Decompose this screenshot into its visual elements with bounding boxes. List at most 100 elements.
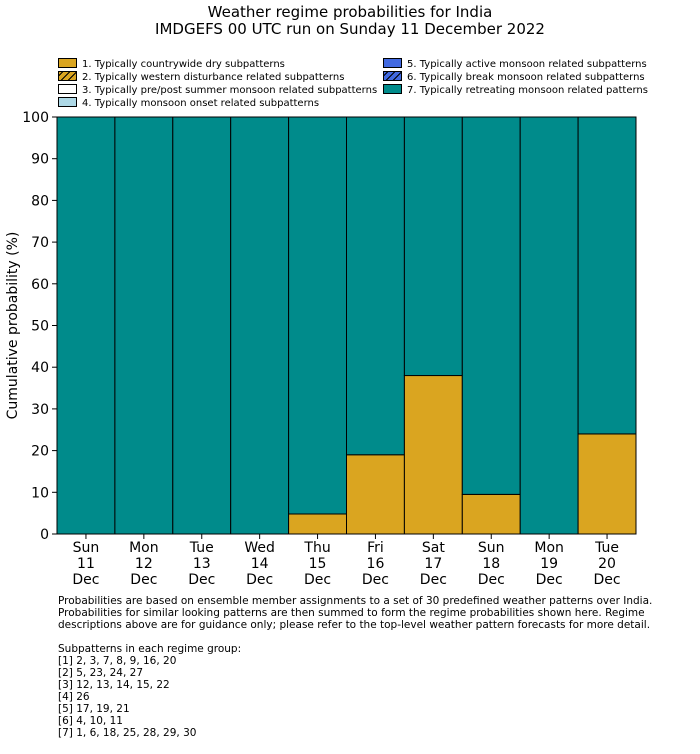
legend-label: 6. Typically break monsoon related subpa…	[407, 72, 645, 83]
footnote-line: Probabilities are based on ensemble memb…	[58, 595, 653, 607]
legend-item: 2. Typically western disturbance related…	[58, 71, 345, 84]
x-tick-label-line: Sun	[73, 540, 100, 556]
legend-item: 5. Typically active monsoon related subp…	[383, 58, 647, 71]
footnote-line: [1] 2, 3, 7, 8, 9, 16, 20	[58, 655, 177, 667]
bar-segment	[403, 116, 463, 377]
y-tick-label: 0	[40, 527, 49, 543]
bar-segment	[56, 116, 116, 535]
y-tick-label: 20	[31, 444, 49, 460]
x-tick-label-line: Dec	[536, 572, 563, 588]
footnote-line: descriptions above are for guidance only…	[58, 619, 651, 631]
y-tick-label: 50	[31, 319, 49, 335]
x-tick-label-line: Wed	[244, 540, 275, 556]
footnote-line: Subpatterns in each regime group:	[58, 643, 242, 655]
bar-segment	[346, 454, 405, 535]
legend-swatch	[58, 71, 77, 81]
x-tick-label: Sun 11 Dec	[72, 540, 99, 588]
y-tick-label: 30	[31, 402, 49, 418]
x-tick-label-line: 18	[482, 556, 500, 572]
x-tick-label: Sat 17 Dec	[420, 540, 447, 588]
x-tick-label: Wed 14 Dec	[244, 540, 275, 588]
x-tick-label-line: 19	[540, 556, 558, 572]
x-tick-label-line: Dec	[304, 572, 331, 588]
y-tick-label: 80	[31, 193, 49, 209]
x-tick-label-line: 14	[251, 556, 269, 572]
x-tick-label: Fri 16 Dec	[362, 540, 389, 588]
bar-segment	[288, 513, 348, 535]
x-tick-label-line: Thu	[303, 540, 330, 556]
x-tick-label-line: Fri	[367, 540, 384, 556]
bar-segment	[519, 116, 579, 535]
legend-swatch	[58, 84, 77, 94]
x-tick-label: Tue 20 Dec	[594, 540, 621, 588]
y-tick-label: 100	[22, 110, 49, 126]
footnote-line: [3] 12, 13, 14, 15, 22	[58, 679, 170, 691]
x-tick-label-line: Dec	[362, 572, 389, 588]
x-tick-label-line: Tue	[189, 540, 214, 556]
x-tick-label-line: Dec	[246, 572, 273, 588]
legend-label: 2. Typically western disturbance related…	[82, 72, 345, 83]
y-tick-label: 60	[31, 277, 49, 293]
bar-segment	[230, 116, 290, 535]
legend-item: 3. Typically pre/post summer monsoon rel…	[58, 84, 378, 97]
footnote-line: [2] 5, 23, 24, 27	[58, 667, 143, 679]
x-tick-label-line: Dec	[130, 572, 157, 588]
x-tick-label-line: 16	[367, 556, 385, 572]
footnote-line: [4] 26	[58, 691, 90, 703]
legend-label: 7. Typically retreating monsoon related …	[407, 85, 648, 96]
x-tick-label-line: Sat	[422, 540, 445, 556]
x-tick-label: Mon 19 Dec	[534, 540, 564, 588]
bar-segment	[346, 116, 405, 456]
y-tick-label: 10	[31, 485, 49, 501]
x-tick-label: Tue 13 Dec	[188, 540, 215, 588]
legend-label: 1. Typically countrywide dry subpatterns	[82, 59, 285, 70]
legend-label: 3. Typically pre/post summer monsoon rel…	[82, 85, 378, 96]
x-tick-label-line: Dec	[188, 572, 215, 588]
bar-segment	[114, 116, 174, 535]
x-tick-label-line: Mon	[129, 540, 159, 556]
bar-segment	[577, 116, 637, 435]
x-tick-label-line: Tue	[594, 540, 619, 556]
x-tick-label-line: 13	[193, 556, 211, 572]
bar-segment	[577, 433, 637, 535]
y-tick-label: 70	[31, 235, 49, 251]
legend-swatch	[383, 71, 402, 81]
x-tick-label: Sun 18 Dec	[478, 540, 505, 588]
x-tick-label-line: Dec	[420, 572, 447, 588]
legend-swatch	[58, 58, 77, 68]
x-tick-label: Thu 15 Dec	[303, 540, 331, 588]
legend-swatch	[383, 84, 402, 94]
x-tick-label-line: 20	[598, 556, 616, 572]
bar-segment	[461, 116, 521, 495]
chart-title-line1: Weather regime probabilities for India	[207, 3, 493, 21]
bar-segment	[288, 116, 348, 515]
x-tick-label-line: Sun	[478, 540, 505, 556]
legend-item: 7. Typically retreating monsoon related …	[383, 84, 648, 97]
x-tick-label-line: Mon	[534, 540, 564, 556]
bar-segment	[172, 116, 232, 535]
footnote-line: [5] 17, 19, 21	[58, 703, 130, 715]
legend-label: 5. Typically active monsoon related subp…	[407, 59, 647, 70]
x-tick-label-line: 12	[135, 556, 153, 572]
y-tick-label: 90	[31, 152, 49, 168]
x-tick-label-line: Dec	[478, 572, 505, 588]
legend-item: 1. Typically countrywide dry subpatterns	[58, 58, 285, 71]
x-tick-label-line: Dec	[594, 572, 621, 588]
legend-label: 4. Typically monsoon onset related subpa…	[82, 98, 320, 109]
y-axis-label: Cumulative probability (%)	[5, 232, 21, 420]
stacked-bar-chart: 0 10 20 30 40 50 60 70 80 90 100 Cumulative probabi…	[5, 110, 637, 588]
footnote-line: [6] 4, 10, 11	[58, 715, 123, 727]
x-tick-label-line: 15	[309, 556, 327, 572]
legend-item: 4. Typically monsoon onset related subpa…	[58, 97, 320, 110]
legend-item: 6. Typically break monsoon related subpa…	[383, 71, 645, 84]
legend-swatch	[383, 58, 402, 68]
bar-segment	[403, 375, 463, 535]
y-tick-label: 40	[31, 360, 49, 376]
x-tick-label-line: 11	[77, 556, 95, 572]
x-tick-label-line: 17	[424, 556, 442, 572]
x-tick-label-line: Dec	[72, 572, 99, 588]
x-tick-label: Mon 12 Dec	[129, 540, 159, 588]
footnote-line: [7] 1, 6, 18, 25, 28, 29, 30	[58, 727, 197, 739]
legend-swatch	[58, 97, 77, 107]
bar-segment	[461, 493, 521, 535]
